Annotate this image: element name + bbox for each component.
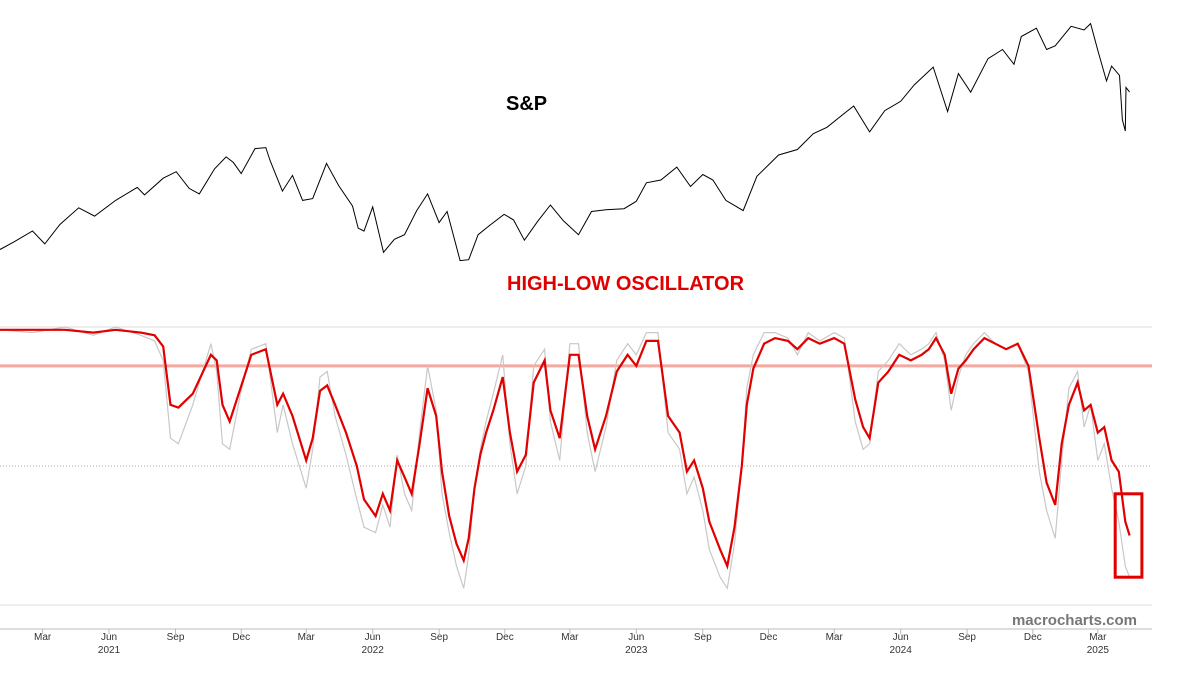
- x-axis-month-label: Mar: [561, 632, 579, 643]
- oscillator-raw-line: [0, 326, 1131, 590]
- x-axis-year-label: 2024: [890, 645, 913, 656]
- x-axis-month-label: Jun: [628, 632, 644, 643]
- x-axis-month-label: Mar: [1089, 632, 1107, 643]
- watermark: macrocharts.com: [1012, 612, 1137, 629]
- x-axis-month-label: Dec: [1024, 632, 1042, 643]
- x-axis-month-label: Sep: [694, 632, 712, 643]
- x-axis-year-label: 2025: [1087, 645, 1110, 656]
- x-axis-month-label: Sep: [430, 632, 448, 643]
- x-axis-year-label: 2022: [362, 645, 385, 656]
- x-axis-month-label: Mar: [34, 632, 52, 643]
- x-axis-month-label: Jun: [365, 632, 381, 643]
- x-axis-month-label: Mar: [826, 632, 844, 643]
- oscillator-title: HIGH-LOW OSCILLATOR: [507, 273, 745, 295]
- x-axis-month-label: Sep: [167, 632, 185, 643]
- x-axis-month-label: Jun: [893, 632, 909, 643]
- x-axis-month-ticks: Mar Jun Sep Dec Mar Jun Sep Dec Mar Jun Sep Dec Mar J…: [34, 629, 1107, 643]
- highlight-box: [1113, 492, 1144, 579]
- x-axis-year-label: 2023: [625, 645, 648, 656]
- oscillator-smoothed-line: [0, 328, 1131, 570]
- x-axis-month-label: Dec: [760, 632, 778, 643]
- x-axis-year-label: 2021: [98, 645, 121, 656]
- x-axis-month-label: Jun: [101, 632, 117, 643]
- x-axis-month-label: Sep: [958, 632, 976, 643]
- x-axis-month-label: Mar: [298, 632, 316, 643]
- x-axis-month-label: Dec: [496, 632, 514, 643]
- sp-price-line: [0, 22, 1130, 262]
- sp-title: S&P: [506, 93, 547, 115]
- x-axis-year-ticks: 2021 2022 2023 2024 2025: [98, 645, 1109, 656]
- x-axis-month-label: Dec: [232, 632, 250, 643]
